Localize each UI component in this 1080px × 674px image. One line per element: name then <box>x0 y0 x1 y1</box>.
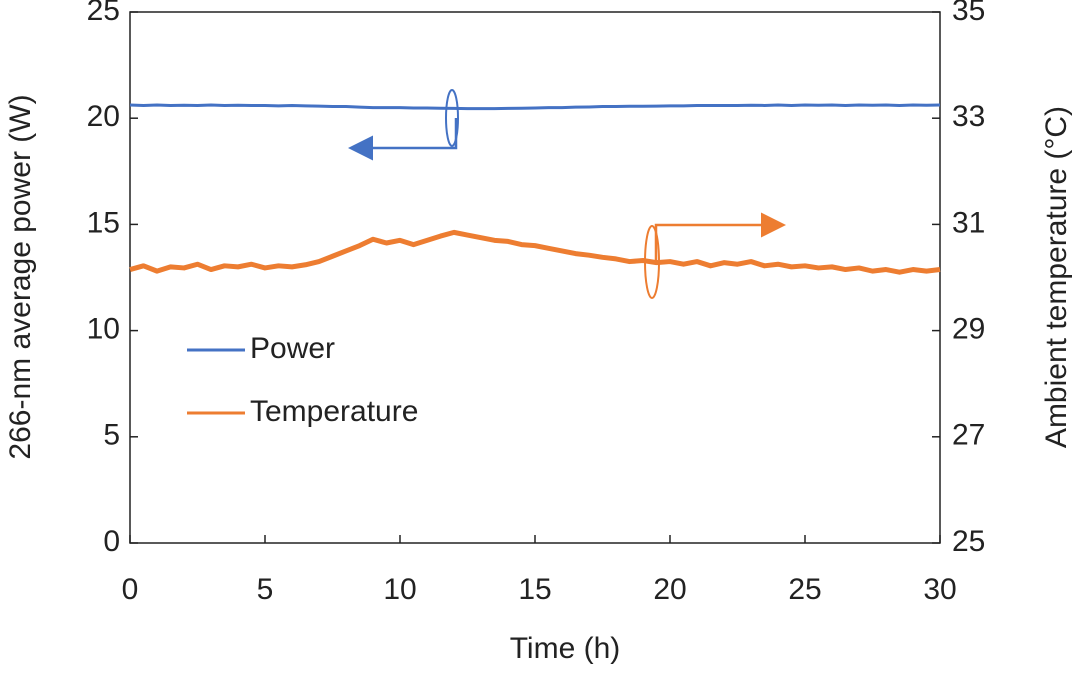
x-tick-label: 25 <box>788 573 821 606</box>
legend-label: Power <box>250 332 335 365</box>
y-tick-label: 10 <box>87 313 120 346</box>
y-tick-label: 15 <box>87 206 120 239</box>
power-annotation <box>348 89 459 161</box>
plot-frame <box>129 11 941 544</box>
y2-tick-label: 25 <box>952 525 985 558</box>
x-axis-label: Time (h) <box>510 632 621 665</box>
y-tick-label: 5 <box>103 419 120 452</box>
data-line <box>129 103 941 111</box>
x-tick-label: 20 <box>653 573 686 606</box>
x-tick-label: 10 <box>383 573 416 606</box>
y-tick-label: 20 <box>87 100 120 133</box>
x-tick-label: 5 <box>257 573 274 606</box>
y2-tick-label: 33 <box>952 100 985 133</box>
x-tick-label: 15 <box>518 573 551 606</box>
y-tick-label: 0 <box>103 525 120 558</box>
y2-tick-label: 27 <box>952 419 985 452</box>
y2-tick-label: 35 <box>952 0 985 27</box>
x-tick-label: 30 <box>923 573 956 606</box>
data-line <box>129 229 941 275</box>
legend-label: Temperature <box>250 395 418 428</box>
y2-tick-label: 29 <box>952 313 985 346</box>
y-axis-label: 266-nm average power (W) <box>4 94 37 459</box>
y2-axis-label: Ambient temperature (°C) <box>1040 106 1073 448</box>
y-tick-label: 25 <box>87 0 120 27</box>
y2-tick-label: 31 <box>952 206 985 239</box>
x-tick-label: 0 <box>122 573 139 606</box>
